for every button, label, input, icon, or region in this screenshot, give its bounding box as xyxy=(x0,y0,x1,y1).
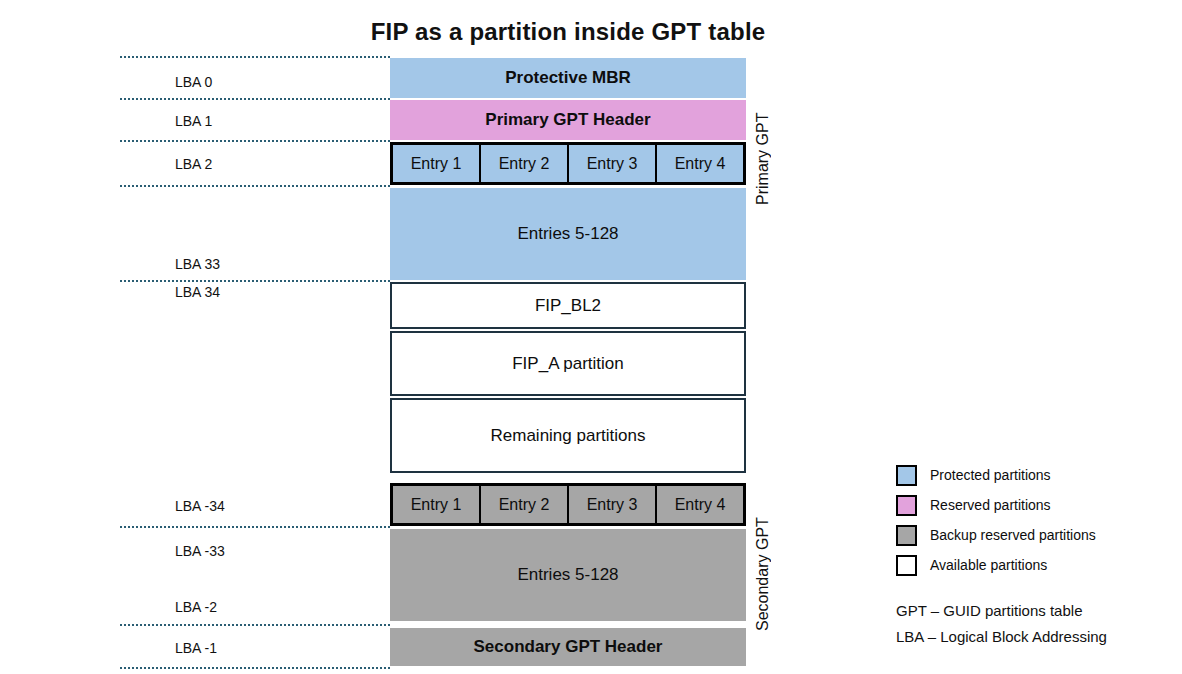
legend-item-backup-reserved: Backup reserved partitions xyxy=(896,520,1156,550)
dotted-line xyxy=(120,140,390,142)
lba-label: LBA -1 xyxy=(175,640,217,656)
secondary-entry-row: Entry 1 Entry 2 Entry 3 Entry 4 xyxy=(390,483,746,526)
secondary-entry-1: Entry 1 xyxy=(393,486,481,523)
primary-entry-3: Entry 3 xyxy=(569,145,657,182)
primary-entry-4: Entry 4 xyxy=(657,145,743,182)
dotted-line xyxy=(120,280,390,282)
legend-label: Available partitions xyxy=(930,557,1047,573)
secondary-entry-4: Entry 4 xyxy=(657,486,743,523)
backup-reserved-color-swatch xyxy=(896,525,917,546)
secondary-gpt-section-label: Secondary GPT xyxy=(750,498,776,650)
lba-label: LBA 1 xyxy=(175,113,212,129)
gpt-partition-diagram: FIP as a partition inside GPT table LBA … xyxy=(0,0,1182,674)
primary-gpt-section-label: Primary GPT xyxy=(750,96,776,222)
lba-label: LBA 0 xyxy=(175,74,212,90)
dotted-line xyxy=(120,624,390,626)
legend-label: Reserved partitions xyxy=(930,497,1051,513)
block-secondary-entries-5-128: Entries 5-128 xyxy=(390,529,746,621)
diagram-title: FIP as a partition inside GPT table xyxy=(212,18,924,46)
primary-entry-row: Entry 1 Entry 2 Entry 3 Entry 4 xyxy=(390,142,746,185)
protected-color-swatch xyxy=(896,465,917,486)
block-remaining-partitions: Remaining partitions xyxy=(390,398,746,473)
secondary-entry-3: Entry 3 xyxy=(569,486,657,523)
lba-label: LBA 2 xyxy=(175,156,212,172)
dotted-line xyxy=(120,98,390,100)
available-color-swatch xyxy=(896,555,917,576)
lba-label: LBA -34 xyxy=(175,498,225,514)
dotted-line xyxy=(120,667,390,669)
legend-item-protected: Protected partitions xyxy=(896,460,1156,490)
block-primary-gpt-header: Primary GPT Header xyxy=(390,100,746,140)
gpt-abbreviation: GPT – GUID partitions table xyxy=(896,602,1082,619)
secondary-entry-2: Entry 2 xyxy=(481,486,569,523)
dotted-line xyxy=(120,56,390,58)
primary-entry-2: Entry 2 xyxy=(481,145,569,182)
lba-label: LBA 33 xyxy=(175,256,220,272)
legend-label: Protected partitions xyxy=(930,467,1051,483)
legend: Protected partitions Reserved partitions… xyxy=(896,460,1156,580)
dotted-line xyxy=(120,185,390,187)
block-primary-entries-5-128: Entries 5-128 xyxy=(390,188,746,280)
block-fip-bl2: FIP_BL2 xyxy=(390,282,746,329)
lba-label: LBA 34 xyxy=(175,284,220,300)
block-protective-mbr: Protective MBR xyxy=(390,58,746,98)
block-secondary-gpt-header: Secondary GPT Header xyxy=(390,628,746,666)
legend-item-reserved: Reserved partitions xyxy=(896,490,1156,520)
primary-entry-1: Entry 1 xyxy=(393,145,481,182)
legend-label: Backup reserved partitions xyxy=(930,527,1096,543)
lba-label: LBA -33 xyxy=(175,543,225,559)
legend-item-available: Available partitions xyxy=(896,550,1156,580)
block-fip-a-partition: FIP_A partition xyxy=(390,331,746,396)
lba-label: LBA -2 xyxy=(175,599,217,615)
dotted-line xyxy=(120,526,390,528)
lba-abbreviation: LBA – Logical Block Addressing xyxy=(896,628,1107,645)
reserved-color-swatch xyxy=(896,495,917,516)
